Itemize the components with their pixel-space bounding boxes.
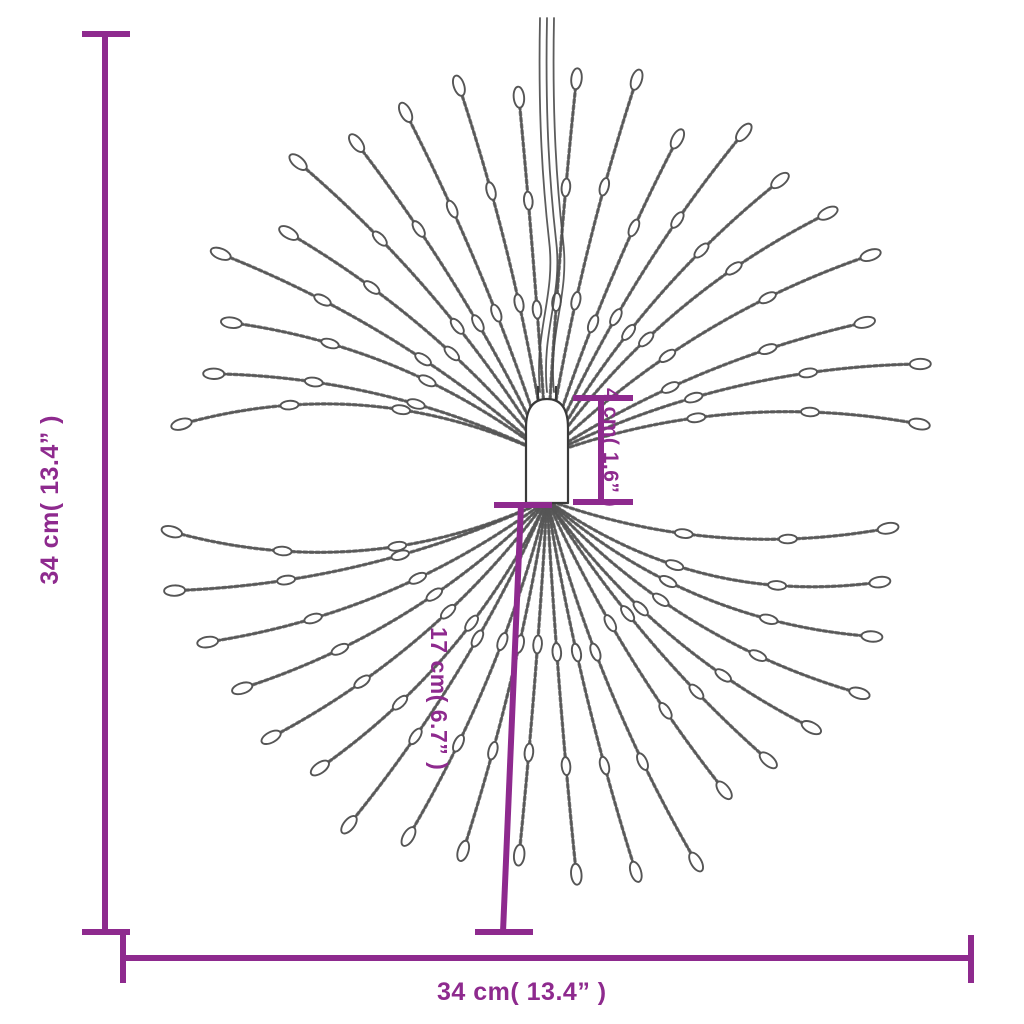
strand-radius-label: 17 cm( 6.7” ) <box>426 627 452 771</box>
dimension-lines <box>82 31 974 983</box>
overall-width-dimension-line <box>120 935 974 983</box>
overall-width-label: 34 cm( 13.4” ) <box>437 978 607 1006</box>
overall-height-dimension-line <box>82 31 130 935</box>
hub-height-dimension-line <box>573 395 633 505</box>
strand-radius-dimension-line <box>475 502 552 935</box>
overall-height-label: 34 cm( 13.4” ) <box>36 415 64 585</box>
hub-height-label: 4 cm( 1.6” ) <box>599 388 622 508</box>
product-illustration <box>160 17 932 886</box>
